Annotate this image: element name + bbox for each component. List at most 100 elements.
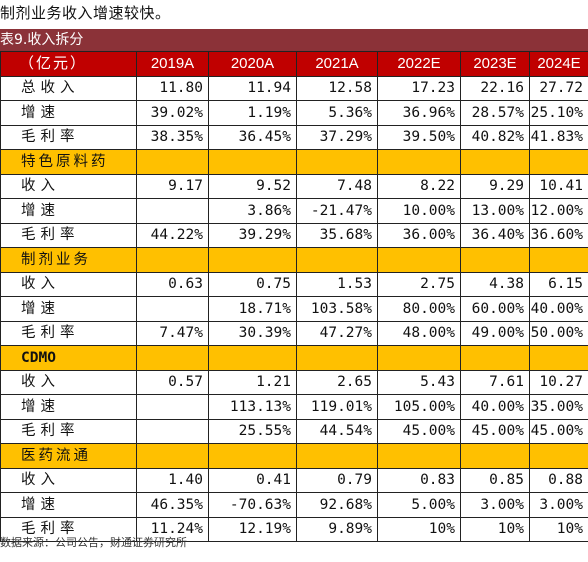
table-cell [460,443,530,469]
table-cell: 11.80 [136,75,209,101]
section-label: 特色原料药 [0,149,137,175]
table-cell: 9.89% [296,516,378,542]
table-cell: 10.00% [377,198,461,224]
table-row: 增速 3.86% -21.47% 10.00% 13.00% 12.00% [0,198,588,224]
table-cell: 36.60% [529,222,588,248]
table-row: 毛利率 7.47% 30.39% 47.27% 48.00% 49.00% 50.00% [0,320,588,346]
table-cell: 30.39% [208,320,297,346]
table-cell: 103.58% [296,296,378,322]
table-cell [136,443,209,469]
table-cell: 5.36% [296,100,378,126]
table-cell: 0.57 [136,369,209,395]
table-cell: 35.00% [529,394,588,420]
section-header-row: 制剂业务 [0,247,588,273]
table-cell: 37.29% [296,124,378,150]
table-cell: 13.00% [460,198,530,224]
table-row: 毛利率 11.24% 12.19% 9.89% 10% 10% 10% [0,516,588,542]
table-cell: 11.94 [208,75,297,101]
table-cell: 47.27% [296,320,378,346]
table-row: 增速 18.71% 103.58% 80.00% 60.00% 40.00% [0,296,588,322]
row-label: 毛利率 [0,418,137,444]
table-cell: 48.00% [377,320,461,346]
row-label: 增速 [0,394,137,420]
table-cell: 12.00% [529,198,588,224]
table-cell: 45.00% [460,418,530,444]
header-year: 2022E [377,51,461,77]
table-cell: 6.15 [529,271,588,297]
table-cell: 49.00% [460,320,530,346]
table-cell: 45.00% [529,418,588,444]
header-year: 2020A [208,51,297,77]
table-cell: 1.21 [208,369,297,395]
table-cell [529,149,588,175]
table-cell: 41.83% [529,124,588,150]
table-cell: 1.40 [136,467,209,493]
row-label: 增速 [0,492,137,518]
table-cell [136,296,209,322]
table-cell [208,247,297,273]
table-cell [136,418,209,444]
table-cell [208,345,297,371]
data-source-note: 数据来源：公司公告，财通证券研究所 [0,536,187,549]
table-cell: 60.00% [460,296,530,322]
table-cell: 12.58 [296,75,378,101]
header-year: 2019A [136,51,209,77]
table-cell [377,443,461,469]
table-cell [377,247,461,273]
table-row: 增速 46.35% -70.63% 92.68% 5.00% 3.00% 3.00% [0,492,588,518]
table-cell [296,443,378,469]
header-year: 2024E [529,51,588,77]
row-label: 增速 [0,100,137,126]
table-row: 增速 113.13% 119.01% 105.00% 40.00% 35.00% [0,394,588,420]
section-header-row: 医药流通 [0,443,588,469]
table-cell [377,149,461,175]
table-cell: 1.53 [296,271,378,297]
table-cell: 119.01% [296,394,378,420]
table-row: 总收入 11.80 11.94 12.58 17.23 22.16 27.72 [0,75,588,101]
table-cell: 44.22% [136,222,209,248]
table-cell: 4.38 [460,271,530,297]
table-cell [460,149,530,175]
table-cell: 50.00% [529,320,588,346]
table-cell: 36.45% [208,124,297,150]
row-label: 总收入 [0,75,137,101]
table-cell [460,247,530,273]
row-label: 收入 [0,271,137,297]
table-cell [136,247,209,273]
row-label: 毛利率 [0,516,137,542]
table-cell: 3.00% [460,492,530,518]
table-cell: 113.13% [208,394,297,420]
table-cell: 5.00% [377,492,461,518]
table-cell: 7.61 [460,369,530,395]
table-cell: -21.47% [296,198,378,224]
table-cell [377,345,461,371]
row-label: 收入 [0,467,137,493]
table-cell: 22.16 [460,75,530,101]
table-cell: -70.63% [208,492,297,518]
table-cell: 9.52 [208,173,297,199]
table-cell: 0.63 [136,271,209,297]
row-label: 增速 [0,198,137,224]
table-cell [529,443,588,469]
table-cell [136,149,209,175]
table-cell: 5.43 [377,369,461,395]
table-row: 增速 39.02% 1.19% 5.36% 36.96% 28.57% 25.10% [0,100,588,126]
table-cell: 38.35% [136,124,209,150]
table-cell: 7.47% [136,320,209,346]
table-cell: 40.00% [460,394,530,420]
table-cell: 39.50% [377,124,461,150]
section-label: 制剂业务 [0,247,137,273]
table-cell: 18.71% [208,296,297,322]
row-label: 收入 [0,173,137,199]
table-cell: 39.02% [136,100,209,126]
table-cell: 0.75 [208,271,297,297]
table-cell: 11.24% [136,516,209,542]
header-year: 2021A [296,51,378,77]
table-cell: 45.00% [377,418,461,444]
table-cell: 0.85 [460,467,530,493]
table-cell: 8.22 [377,173,461,199]
table-cell [136,198,209,224]
table-cell [296,345,378,371]
table-cell [136,394,209,420]
table-cell: 36.40% [460,222,530,248]
